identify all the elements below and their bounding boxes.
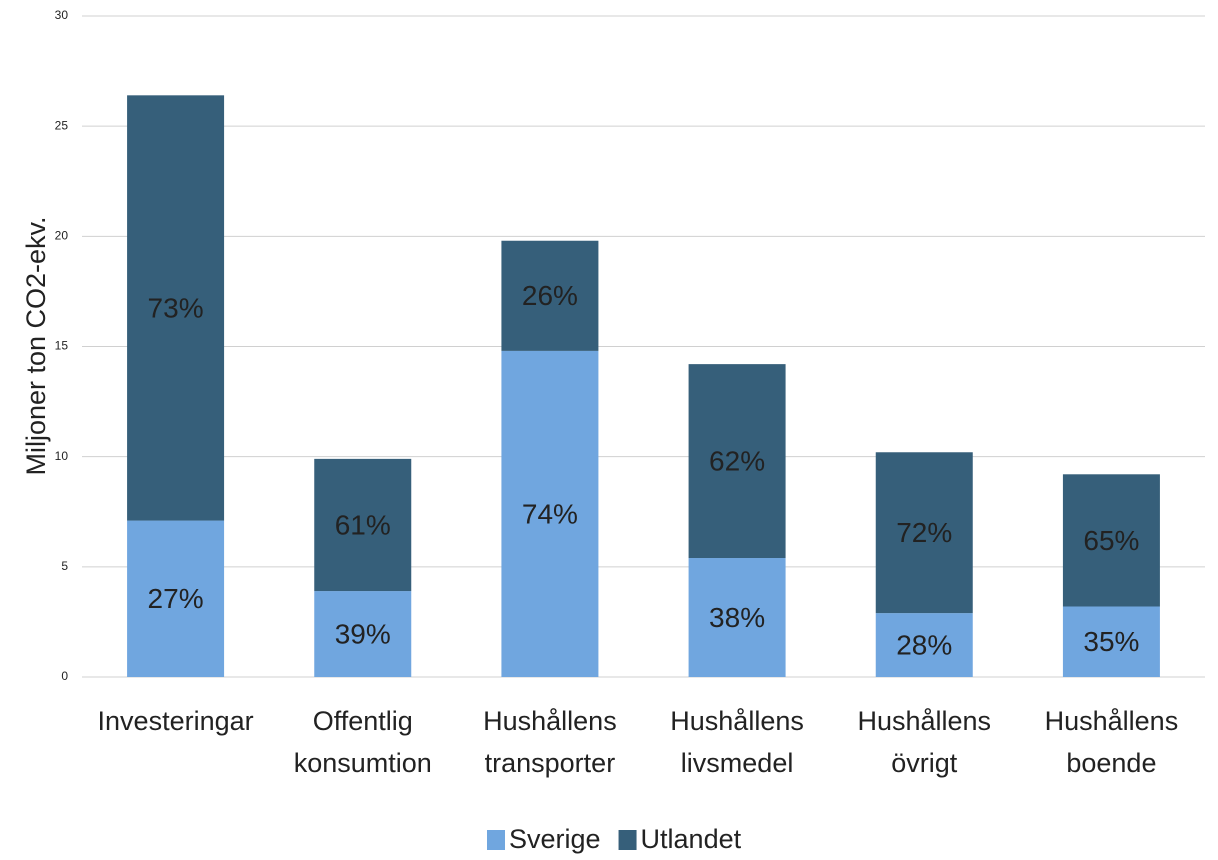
x-tick-label: livsmedel: [681, 748, 794, 778]
x-tick-label: Investeringar: [98, 706, 254, 736]
segment-label: 28%: [896, 629, 952, 660]
bar-segment: [314, 591, 412, 677]
x-tick-label: Offentlig: [313, 706, 413, 736]
segment-label: 74%: [522, 498, 578, 529]
y-tick-label: 5: [61, 559, 68, 573]
y-tick-label: 30: [55, 8, 69, 22]
bar-segment: [875, 452, 973, 614]
segment-label: 72%: [896, 517, 952, 548]
bar-segment: [1062, 474, 1160, 607]
legend-label: Utlandet: [641, 824, 742, 854]
bar-segment: [501, 240, 599, 351]
x-tick-label: Hushållens: [670, 706, 804, 736]
x-tick-label: Hushållens: [1045, 706, 1179, 736]
legend-label: Sverige: [509, 824, 601, 854]
y-tick-label: 15: [55, 339, 69, 353]
y-tick-label: 0: [61, 669, 68, 683]
x-tick-label: Hushållens: [857, 706, 991, 736]
segment-label: 27%: [148, 583, 204, 614]
y-tick-label: 10: [55, 449, 69, 463]
segment-label: 26%: [522, 280, 578, 311]
x-tick-label: övrigt: [891, 748, 958, 778]
segment-label: 61%: [335, 509, 391, 540]
bar-segment: [1062, 606, 1160, 677]
segment-label: 38%: [709, 602, 765, 633]
bar-segment: [127, 95, 225, 521]
segment-label: 39%: [335, 618, 391, 649]
bar-segment: [875, 613, 973, 677]
y-axis-label: Miljoner ton CO2-ekv.: [21, 216, 51, 475]
segment-label: 62%: [709, 445, 765, 476]
x-tick-label: transporter: [485, 748, 616, 778]
bar-segment: [501, 350, 599, 677]
x-tick-label: boende: [1066, 748, 1156, 778]
y-tick-label: 25: [55, 118, 69, 132]
segment-label: 73%: [148, 292, 204, 323]
x-tick-label: konsumtion: [294, 748, 432, 778]
segment-label: 65%: [1083, 525, 1139, 556]
y-tick-label: 20: [55, 229, 69, 243]
legend-swatch: [618, 830, 637, 850]
x-tick-label: Hushållens: [483, 706, 617, 736]
bar-segment: [688, 364, 786, 559]
bar-segment: [127, 520, 225, 677]
segment-label: 35%: [1083, 626, 1139, 657]
bar-segment: [314, 458, 412, 592]
bar-segment: [688, 558, 786, 677]
legend-swatch: [487, 830, 505, 850]
